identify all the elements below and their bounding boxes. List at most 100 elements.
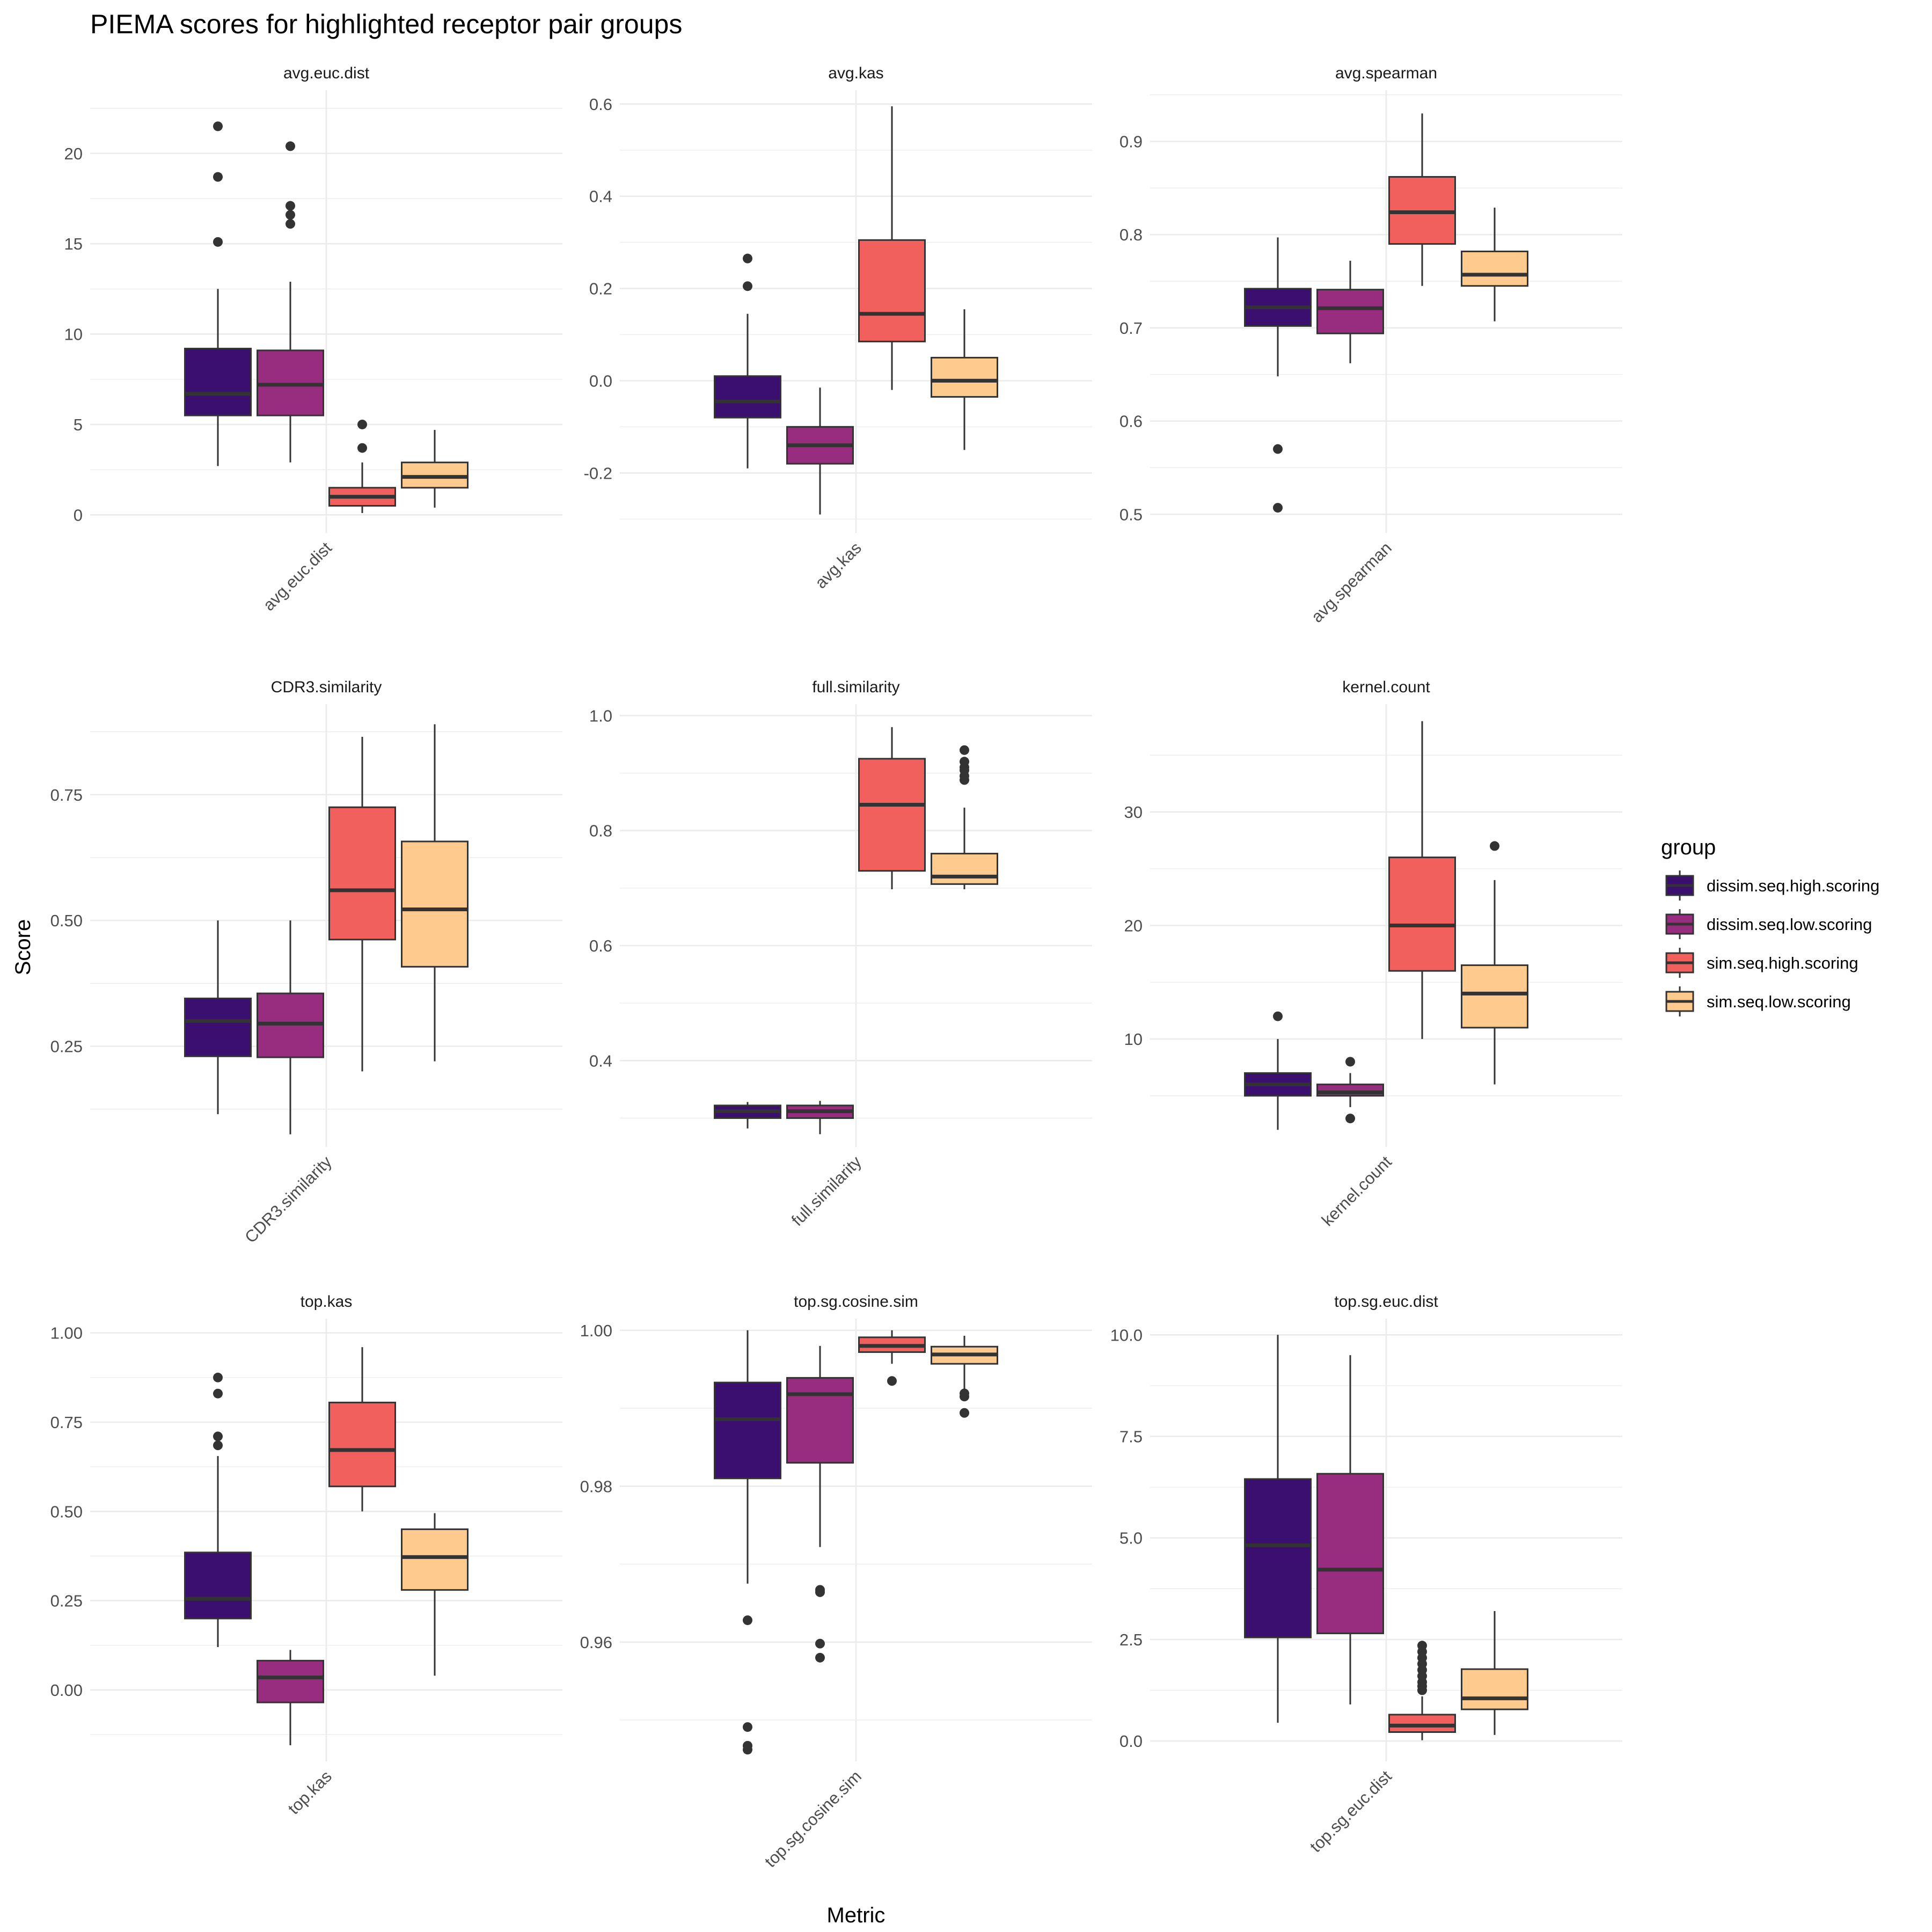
outlier-point bbox=[815, 1585, 825, 1595]
box-body bbox=[328, 806, 396, 941]
x-tick-label: CDR3.similarity bbox=[241, 1152, 335, 1247]
box-body bbox=[1316, 1473, 1384, 1635]
box-body bbox=[1461, 964, 1528, 1029]
chart-title: PIEMA scores for highlighted receptor pa… bbox=[90, 9, 682, 39]
outlier-point bbox=[887, 1376, 897, 1386]
y-tick-label: 0.2 bbox=[589, 280, 612, 298]
y-tick-label: 15 bbox=[64, 235, 83, 253]
facet-top-sg-euc-dist: top.sg.euc.dist 0.0 2.5 5.0 7.5 10.0 top.sg.eu… bbox=[1110, 1293, 1622, 1856]
box-sim-seq-high-scoring bbox=[858, 1330, 926, 1386]
box-dissim-seq-high-scoring bbox=[714, 1330, 781, 1755]
box-body bbox=[1388, 1714, 1456, 1733]
facet-top-kas: top.kas 0.00 0.25 0.50 0.75 1.00 top.kas bbox=[50, 1293, 562, 1818]
outlier-point bbox=[357, 419, 367, 429]
outlier-point bbox=[286, 219, 295, 229]
box-body bbox=[1388, 857, 1456, 972]
outlier-point bbox=[1417, 1641, 1427, 1651]
y-tick-label: 0.6 bbox=[1119, 412, 1143, 431]
outlier-point bbox=[960, 1408, 969, 1418]
y-tick-label: 0.7 bbox=[1119, 319, 1143, 338]
outlier-point bbox=[213, 1388, 223, 1399]
box-dissim-seq-high-scoring bbox=[184, 121, 252, 466]
box-sim-seq-low-scoring bbox=[401, 1513, 469, 1676]
box-sim-seq-low-scoring bbox=[1461, 207, 1528, 321]
outlier-point bbox=[213, 1431, 223, 1441]
outlier-point bbox=[960, 757, 969, 767]
x-tick-label: full.similarity bbox=[788, 1152, 865, 1230]
box-dissim-seq-high-scoring bbox=[1244, 237, 1312, 513]
box-dissim-seq-low-scoring bbox=[786, 387, 854, 515]
legend-label: sim.seq.high.scoring bbox=[1707, 954, 1858, 972]
box-body bbox=[931, 853, 998, 885]
y-tick-label: 0.0 bbox=[1119, 1732, 1143, 1751]
x-tick-label: top.sg.euc.dist bbox=[1306, 1767, 1395, 1856]
box-body bbox=[714, 375, 781, 419]
facet-strip-label: avg.kas bbox=[828, 64, 883, 82]
outlier-point bbox=[743, 281, 752, 291]
y-tick-label: -0.2 bbox=[584, 464, 612, 482]
y-tick-label: 10.0 bbox=[1110, 1326, 1143, 1344]
outlier-point bbox=[743, 1740, 752, 1751]
outlier-point bbox=[743, 1615, 752, 1626]
facet-strip-label: CDR3.similarity bbox=[271, 678, 382, 696]
legend-label: dissim.seq.high.scoring bbox=[1707, 876, 1879, 895]
box-body bbox=[1461, 250, 1528, 287]
box-body bbox=[401, 1528, 469, 1591]
box-body bbox=[184, 1552, 252, 1620]
y-tick-label: 1.0 bbox=[589, 706, 612, 725]
facet-strip-label: avg.spearman bbox=[1335, 64, 1437, 82]
y-tick-label: 0.8 bbox=[1119, 225, 1143, 244]
box-body bbox=[257, 1659, 324, 1703]
box-body bbox=[786, 1377, 854, 1464]
outlier-point bbox=[213, 121, 223, 131]
box-sim-seq-low-scoring bbox=[931, 309, 998, 450]
box-sim-seq-low-scoring bbox=[401, 724, 469, 1062]
box-dissim-seq-low-scoring bbox=[257, 1650, 324, 1746]
y-tick-label: 5.0 bbox=[1119, 1529, 1143, 1548]
legend-label: sim.seq.low.scoring bbox=[1707, 992, 1851, 1011]
outlier-point bbox=[960, 1388, 969, 1399]
box-sim-seq-low-scoring bbox=[1461, 1611, 1528, 1735]
outlier-point bbox=[213, 1440, 223, 1451]
box-dissim-seq-low-scoring bbox=[257, 141, 324, 463]
outlier-point bbox=[1273, 503, 1283, 513]
box-dissim-seq-high-scoring bbox=[1244, 1011, 1312, 1130]
x-axis-title: Metric bbox=[827, 1904, 885, 1927]
box-sim-seq-low-scoring bbox=[401, 430, 469, 508]
y-tick-label: 0.4 bbox=[589, 1051, 612, 1070]
outlier-point bbox=[743, 1722, 752, 1732]
legend-item: dissim.seq.high.scoring bbox=[1665, 870, 1879, 901]
outlier-point bbox=[357, 443, 367, 453]
facet-CDR3-similarity: CDR3.similarity 0.25 0.50 0.75 CDR3.similari… bbox=[50, 678, 562, 1247]
y-tick-label: 0.5 bbox=[1119, 505, 1143, 524]
y-tick-label: 0.75 bbox=[50, 1413, 83, 1432]
box-sim-seq-high-scoring bbox=[858, 106, 926, 390]
box-body bbox=[401, 840, 469, 968]
outlier-point bbox=[286, 210, 295, 220]
outlier-point bbox=[213, 237, 223, 247]
facet-avg-spearman: avg.spearman 0.5 0.6 0.7 0.8 0.9 avg.spearman bbox=[1119, 64, 1622, 626]
y-tick-label: 0.50 bbox=[50, 1502, 83, 1521]
outlier-point bbox=[1273, 444, 1283, 454]
box-dissim-seq-low-scoring bbox=[1316, 1355, 1384, 1705]
y-tick-label: 0.25 bbox=[50, 1037, 83, 1056]
y-tick-label: 0.9 bbox=[1119, 133, 1143, 151]
outlier-point bbox=[1273, 1011, 1283, 1021]
box-dissim-seq-low-scoring bbox=[1316, 1057, 1384, 1124]
outlier-point bbox=[743, 253, 752, 264]
y-tick-label: 0.8 bbox=[589, 822, 612, 840]
y-tick-label: 10 bbox=[1124, 1030, 1143, 1049]
y-tick-label: 10 bbox=[64, 325, 83, 344]
y-tick-label: 5 bbox=[74, 415, 83, 434]
x-tick-label: avg.euc.dist bbox=[259, 538, 335, 614]
box-body bbox=[184, 997, 252, 1057]
box-body bbox=[714, 1381, 781, 1480]
outlier-point bbox=[1345, 1057, 1355, 1067]
legend-item: dissim.seq.low.scoring bbox=[1665, 909, 1872, 939]
x-tick-label: kernel.count bbox=[1318, 1152, 1395, 1230]
box-sim-seq-low-scoring bbox=[931, 1335, 998, 1418]
y-tick-label: 1.00 bbox=[50, 1324, 83, 1343]
facet-top-sg-cosine-sim: top.sg.cosine.sim 0.96 0.98 1.00 top.sg.cosi… bbox=[580, 1293, 1092, 1871]
facet-avg-euc-dist: avg.euc.dist 0 5 10 15 20 avg.euc.dist bbox=[64, 64, 562, 614]
